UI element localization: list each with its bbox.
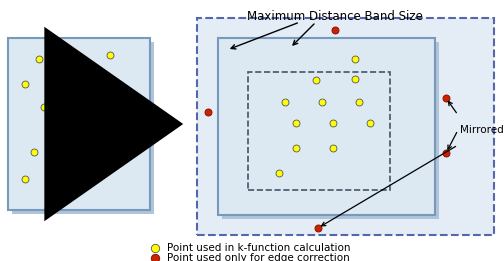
Bar	[222, 42, 439, 219]
Text: Maximum Distance Band Size: Maximum Distance Band Size	[247, 10, 423, 23]
Bar	[12, 42, 154, 214]
Bar	[8, 38, 150, 210]
Text: Mirrored Points: Mirrored Points	[460, 125, 504, 135]
Text: Point used only for edge correction: Point used only for edge correction	[167, 253, 350, 261]
Bar	[248, 72, 390, 190]
Text: Point used in k-function calculation: Point used in k-function calculation	[167, 243, 350, 253]
Bar	[197, 18, 494, 235]
Bar	[218, 38, 435, 215]
